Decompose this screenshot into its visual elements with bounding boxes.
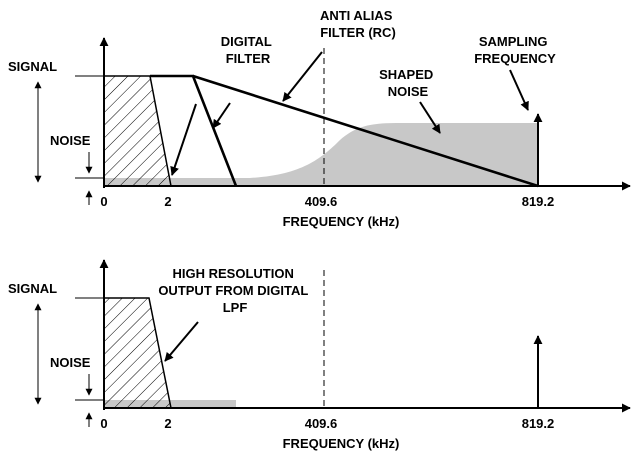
bottom-tick-409-6: 409.6	[305, 416, 338, 431]
top-noise-leader	[170, 103, 197, 176]
output-label-line: OUTPUT FROM DIGITAL	[158, 283, 308, 298]
digital-filter-label-line: DIGITAL	[221, 34, 272, 49]
top-tick-409-6: 409.6	[305, 194, 338, 209]
top-tick-819-2: 819.2	[522, 194, 555, 209]
digital-filter-label-line: FILTER	[226, 51, 271, 66]
bottom-noise-label: NOISE	[50, 355, 91, 370]
top-noise-label: NOISE	[50, 133, 91, 148]
top-panel: SIGNAL NOISE DIGITAL FILTER ANTI ALIAS F…	[8, 8, 631, 229]
output-leader	[164, 321, 199, 362]
top-shaped-noise-area	[104, 122, 538, 186]
top-signal-label: SIGNAL	[8, 59, 57, 74]
shaped-noise-label: SHAPED NOISE	[379, 67, 437, 99]
top-tick-2: 2	[164, 194, 171, 209]
sampling-frequency-label-line: SAMPLING	[479, 34, 548, 49]
digital-filter-leader	[212, 102, 231, 129]
bottom-panel: SIGNAL NOISE HIGH RESOLUTION OUTPUT FROM…	[8, 259, 631, 451]
shaped-noise-label-line: NOISE	[388, 84, 429, 99]
output-label: HIGH RESOLUTION OUTPUT FROM DIGITAL LPF	[158, 266, 311, 315]
anti-alias-filter-curve	[192, 74, 539, 188]
top-tick-0: 0	[100, 194, 107, 209]
shaped-noise-leader	[419, 101, 441, 134]
top-x-axis-label: FREQUENCY (kHz)	[283, 214, 400, 229]
sampling-frequency-label: SAMPLING FREQUENCY	[474, 34, 556, 66]
bottom-tick-819-2: 819.2	[522, 416, 555, 431]
bottom-signal-label: SIGNAL	[8, 281, 57, 296]
anti-alias-label: ANTI ALIAS FILTER (RC)	[320, 8, 396, 40]
bottom-tick-0: 0	[100, 416, 107, 431]
bottom-x-axis-label: FREQUENCY (kHz)	[283, 436, 400, 451]
shaped-noise-label-line: SHAPED	[379, 67, 433, 82]
anti-alias-label-line: ANTI ALIAS	[320, 8, 393, 23]
anti-alias-leader	[282, 51, 323, 102]
top-signal-band	[103, 75, 172, 187]
sampling-frequency-leader	[509, 69, 529, 111]
output-label-line: LPF	[223, 300, 248, 315]
output-label-line: HIGH RESOLUTION	[173, 266, 294, 281]
anti-alias-label-line: FILTER (RC)	[320, 25, 396, 40]
bottom-tick-2: 2	[164, 416, 171, 431]
bottom-signal-band	[103, 297, 172, 409]
digital-filter-label: DIGITAL FILTER	[221, 34, 275, 66]
sampling-frequency-label-line: FREQUENCY	[474, 51, 556, 66]
